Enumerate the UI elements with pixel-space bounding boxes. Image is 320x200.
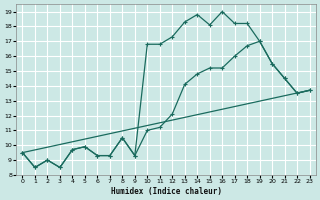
X-axis label: Humidex (Indice chaleur): Humidex (Indice chaleur) <box>110 187 221 196</box>
